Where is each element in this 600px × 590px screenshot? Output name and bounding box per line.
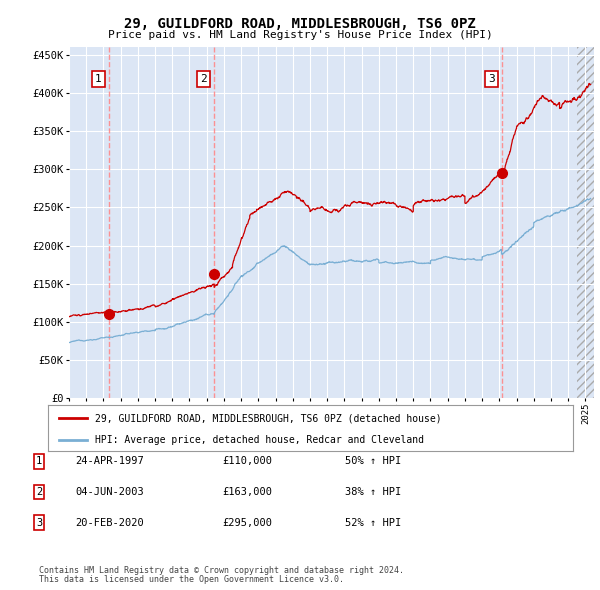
Text: 2: 2 bbox=[36, 487, 42, 497]
Text: 04-JUN-2003: 04-JUN-2003 bbox=[75, 487, 144, 497]
Text: 20-FEB-2020: 20-FEB-2020 bbox=[75, 518, 144, 527]
Text: 38% ↑ HPI: 38% ↑ HPI bbox=[345, 487, 401, 497]
Text: 1: 1 bbox=[95, 74, 102, 84]
Text: 29, GUILDFORD ROAD, MIDDLESBROUGH, TS6 0PZ: 29, GUILDFORD ROAD, MIDDLESBROUGH, TS6 0… bbox=[124, 17, 476, 31]
Text: £110,000: £110,000 bbox=[222, 457, 272, 466]
Text: HPI: Average price, detached house, Redcar and Cleveland: HPI: Average price, detached house, Redc… bbox=[95, 435, 424, 445]
Text: 29, GUILDFORD ROAD, MIDDLESBROUGH, TS6 0PZ (detached house): 29, GUILDFORD ROAD, MIDDLESBROUGH, TS6 0… bbox=[95, 413, 442, 423]
Text: 1: 1 bbox=[36, 457, 42, 466]
Bar bbox=[577, 47, 594, 398]
Text: 24-APR-1997: 24-APR-1997 bbox=[75, 457, 144, 466]
Text: Price paid vs. HM Land Registry's House Price Index (HPI): Price paid vs. HM Land Registry's House … bbox=[107, 30, 493, 40]
Text: 50% ↑ HPI: 50% ↑ HPI bbox=[345, 457, 401, 466]
Text: This data is licensed under the Open Government Licence v3.0.: This data is licensed under the Open Gov… bbox=[39, 575, 344, 584]
Text: £163,000: £163,000 bbox=[222, 487, 272, 497]
Text: 3: 3 bbox=[488, 74, 494, 84]
Text: £295,000: £295,000 bbox=[222, 518, 272, 527]
Text: 2: 2 bbox=[200, 74, 207, 84]
Text: Contains HM Land Registry data © Crown copyright and database right 2024.: Contains HM Land Registry data © Crown c… bbox=[39, 566, 404, 575]
Text: 3: 3 bbox=[36, 518, 42, 527]
Text: 52% ↑ HPI: 52% ↑ HPI bbox=[345, 518, 401, 527]
